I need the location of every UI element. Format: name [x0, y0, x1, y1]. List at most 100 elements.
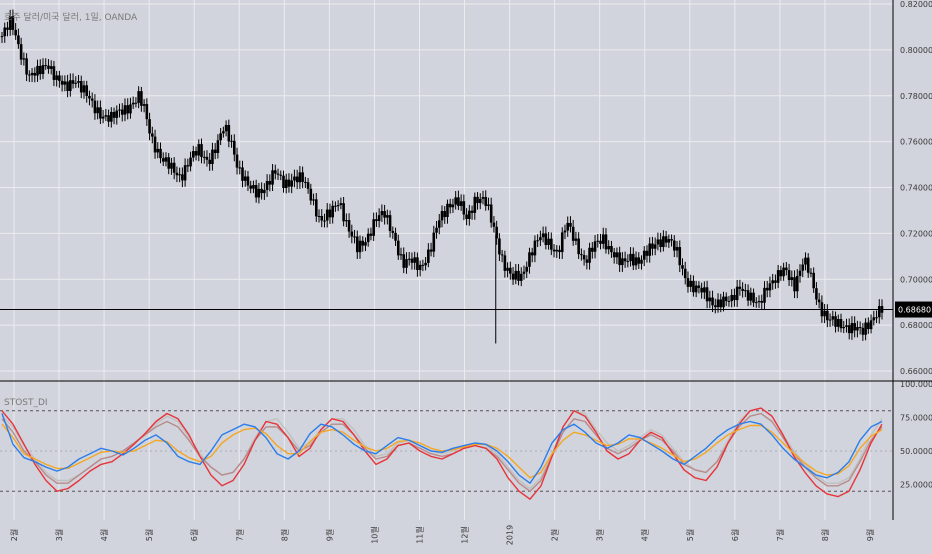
candle-body — [107, 115, 110, 122]
time-tick-label: 8월 — [820, 529, 830, 541]
candle-body — [692, 280, 695, 293]
candle-body — [66, 81, 69, 91]
candle-body — [615, 252, 619, 258]
candle-body — [872, 317, 876, 321]
candle-body — [134, 102, 138, 104]
price-candles[interactable] — [0, 9, 884, 344]
candle-body — [418, 264, 422, 270]
candle-body — [749, 292, 753, 301]
candle-body — [492, 222, 496, 227]
candle-body — [104, 115, 108, 117]
candle-body — [850, 323, 854, 334]
candle-body — [28, 74, 31, 76]
candle-body — [637, 257, 641, 264]
candle-body — [369, 233, 373, 236]
candle-body — [782, 267, 785, 277]
candle-body — [93, 100, 97, 114]
candle-body — [377, 215, 381, 222]
candle-body — [530, 252, 534, 256]
candle-body — [716, 299, 720, 308]
candle-body — [566, 222, 570, 231]
candle-body — [265, 181, 269, 190]
candle-body — [145, 104, 149, 120]
candle-body — [429, 249, 433, 252]
candle-body — [541, 233, 545, 238]
candle-body — [869, 320, 873, 330]
candle-body — [391, 230, 395, 233]
candle-body — [151, 133, 154, 137]
candle-body — [539, 237, 542, 241]
time-tick-label: 6월 — [730, 529, 740, 541]
candle-body — [621, 258, 624, 266]
candle-body — [795, 275, 799, 292]
time-tick-label: 6월 — [189, 529, 199, 541]
candle-body — [678, 247, 682, 266]
candle-body — [140, 91, 143, 106]
price-tick-label: 0.68000 — [900, 321, 932, 330]
time-tick-label: 5월 — [685, 529, 695, 541]
candle-body — [681, 265, 684, 269]
candle-body — [596, 240, 600, 242]
candle-body — [405, 259, 408, 268]
candle-body — [448, 203, 452, 208]
candle-body — [451, 204, 455, 208]
candle-body — [216, 140, 220, 154]
candle-body — [183, 165, 187, 181]
candle-body — [708, 297, 712, 302]
candle-body — [585, 259, 589, 263]
candle-body — [110, 111, 113, 122]
candle-body — [845, 325, 848, 327]
candle-body — [355, 236, 359, 253]
candle-body — [599, 240, 602, 244]
candle-body — [724, 296, 728, 302]
candle-body — [722, 296, 725, 308]
time-tick-label: 7월 — [234, 529, 244, 541]
candle-body — [765, 287, 769, 291]
candle-body — [366, 233, 370, 243]
price-tick-label: 0.80000 — [900, 46, 932, 55]
candle-body — [727, 301, 731, 303]
candle-body — [137, 91, 140, 103]
candle-body — [432, 232, 436, 252]
candle-body — [730, 294, 733, 302]
candle-body — [8, 16, 12, 30]
candle-body — [826, 310, 829, 321]
candle-body — [683, 268, 687, 279]
candle-body — [249, 185, 252, 189]
candle-body — [511, 273, 515, 280]
indicator-label: STOST_DI — [4, 398, 48, 408]
time-tick-label: 2월 — [550, 529, 560, 541]
candle-body — [396, 240, 400, 256]
candle-body — [96, 107, 99, 114]
candle-body — [222, 131, 225, 134]
oscillator-lines[interactable] — [1, 407, 883, 500]
candle-body — [353, 236, 356, 238]
candle-body — [320, 215, 324, 221]
candle-body — [424, 262, 427, 266]
time-axis[interactable]: 2월 3월 4월 5월 6월 7월 8월 9월 10월 11월 12월 2019 2월 3월 4월 5월 6월 7… — [9, 525, 875, 545]
candle-body — [131, 102, 135, 105]
candle-body — [478, 198, 482, 204]
price-tag-label: 0.68680 — [898, 306, 931, 315]
candle-body — [197, 144, 201, 156]
candle-body — [558, 249, 561, 253]
candle-body — [517, 270, 520, 281]
candle-body — [276, 173, 280, 175]
candle-body — [304, 181, 307, 183]
candle-body — [489, 204, 493, 223]
candle-body — [235, 154, 239, 168]
price-tick-label: 0.78000 — [900, 92, 932, 101]
candle-body — [607, 245, 611, 250]
price-axis[interactable]: 0.82000 0.80000 0.78000 0.76000 0.74000 0.720… — [900, 0, 932, 490]
candle-body — [806, 257, 810, 273]
candle-body — [629, 253, 632, 262]
candle-body — [268, 181, 272, 185]
candle-body — [842, 326, 846, 329]
candle-body — [63, 81, 67, 85]
candle-body — [407, 258, 411, 260]
candle-body — [582, 255, 586, 260]
candle-body — [118, 109, 121, 111]
candle-body — [314, 199, 318, 217]
candle-body — [186, 165, 190, 167]
